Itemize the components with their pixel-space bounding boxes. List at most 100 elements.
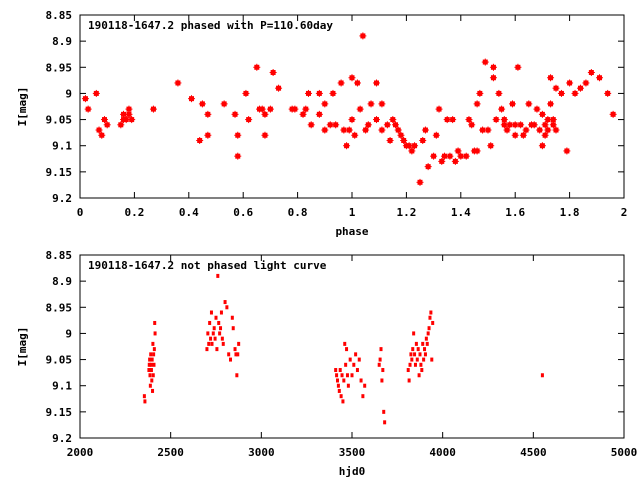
data-point bbox=[355, 368, 359, 373]
data-point bbox=[423, 347, 427, 352]
data-point bbox=[425, 341, 429, 346]
data-point bbox=[253, 63, 261, 71]
data-point bbox=[225, 305, 229, 310]
y-tick-label: 8.95 bbox=[46, 61, 73, 74]
data-point bbox=[408, 362, 412, 367]
y-tick-labels: 8.85 8.9 8.95 9 9.05 9.1 9.15 9.2 bbox=[46, 9, 73, 205]
y-tick-label: 9.1 bbox=[52, 140, 72, 153]
data-point bbox=[149, 105, 157, 113]
data-point bbox=[519, 131, 527, 139]
data-point bbox=[150, 378, 154, 383]
data-point bbox=[536, 126, 544, 134]
data-point bbox=[204, 110, 212, 118]
data-point bbox=[143, 399, 147, 404]
data-point bbox=[269, 69, 277, 77]
data-point bbox=[503, 126, 511, 134]
data-point bbox=[234, 352, 238, 357]
data-point bbox=[492, 116, 500, 124]
data-point bbox=[411, 347, 415, 352]
data-points bbox=[81, 32, 617, 186]
data-point bbox=[198, 100, 206, 108]
x-axis-label: hjd0 bbox=[339, 465, 366, 478]
data-point bbox=[410, 357, 414, 362]
data-point bbox=[566, 79, 574, 87]
y-tick-label: 9 bbox=[65, 327, 72, 340]
data-point bbox=[345, 126, 353, 134]
data-point bbox=[299, 110, 307, 118]
data-point bbox=[337, 388, 341, 393]
data-point bbox=[196, 136, 204, 144]
y-tick-label: 9.05 bbox=[46, 114, 73, 127]
x-tick-label: 1.6 bbox=[505, 206, 525, 219]
data-point bbox=[416, 347, 420, 352]
data-point bbox=[476, 89, 484, 97]
data-point bbox=[517, 121, 525, 129]
data-point bbox=[419, 136, 427, 144]
data-point bbox=[596, 74, 604, 82]
data-point bbox=[473, 147, 481, 155]
y-axis-label: I[mag] bbox=[16, 87, 29, 127]
data-point bbox=[245, 116, 253, 124]
data-point bbox=[563, 147, 571, 155]
data-point bbox=[571, 89, 579, 97]
data-point bbox=[223, 300, 227, 305]
data-point bbox=[266, 105, 274, 113]
x-tick-label: 3000 bbox=[248, 446, 275, 459]
data-point bbox=[334, 368, 338, 373]
data-point bbox=[174, 79, 182, 87]
x-tick-label: 2000 bbox=[67, 446, 94, 459]
data-point bbox=[525, 100, 533, 108]
data-point bbox=[152, 362, 156, 367]
y-tick-label: 9 bbox=[65, 87, 72, 100]
data-point bbox=[541, 121, 549, 129]
data-point bbox=[321, 100, 329, 108]
data-point bbox=[261, 131, 269, 139]
data-point bbox=[407, 378, 411, 383]
data-point bbox=[411, 142, 419, 150]
data-point bbox=[429, 310, 433, 315]
x-axis-label: phase bbox=[335, 225, 368, 238]
data-point bbox=[446, 152, 454, 160]
data-point bbox=[231, 110, 239, 118]
data-point bbox=[204, 131, 212, 139]
y-tick-label: 9.2 bbox=[52, 432, 72, 445]
data-point bbox=[552, 126, 560, 134]
data-point bbox=[291, 105, 299, 113]
y-tick-label: 9.2 bbox=[52, 192, 72, 205]
data-point bbox=[208, 320, 212, 325]
data-point bbox=[321, 126, 329, 134]
data-point bbox=[449, 116, 457, 124]
data-point bbox=[302, 105, 310, 113]
plot-frame bbox=[79, 14, 625, 199]
data-point bbox=[92, 89, 100, 97]
data-point bbox=[438, 157, 446, 165]
data-point bbox=[214, 315, 218, 320]
data-point bbox=[149, 368, 153, 373]
data-point bbox=[451, 157, 459, 165]
data-point bbox=[213, 336, 217, 341]
data-point bbox=[367, 100, 375, 108]
data-point bbox=[209, 310, 213, 315]
data-point bbox=[427, 326, 431, 331]
data-point bbox=[378, 357, 382, 362]
data-point bbox=[351, 131, 359, 139]
phased-light-curve-panel: 0 0.2 0.4 0.6 0.8 1 1.2 1.4 1.6 1.8 2 8.85 8.9 8.95 9… bbox=[16, 9, 627, 238]
x-tick-label: 0.6 bbox=[233, 206, 253, 219]
data-point bbox=[95, 126, 103, 134]
data-point bbox=[514, 63, 522, 71]
y-tick-labels: 8.85 8.9 8.95 9 9.05 9.1 9.15 9.2 bbox=[46, 249, 73, 445]
data-point bbox=[348, 74, 356, 82]
data-point bbox=[350, 373, 354, 378]
x-tick-label: 1.8 bbox=[560, 206, 580, 219]
x-tick-labels: 2000 2500 3000 3500 4000 4500 5000 bbox=[67, 446, 638, 459]
data-point bbox=[495, 89, 503, 97]
data-point bbox=[148, 357, 152, 362]
data-point bbox=[98, 131, 106, 139]
x-tick-label: 1.2 bbox=[396, 206, 416, 219]
data-point bbox=[233, 347, 237, 352]
data-point bbox=[128, 116, 136, 124]
data-point bbox=[354, 352, 358, 357]
data-point bbox=[413, 362, 417, 367]
data-point bbox=[234, 131, 242, 139]
